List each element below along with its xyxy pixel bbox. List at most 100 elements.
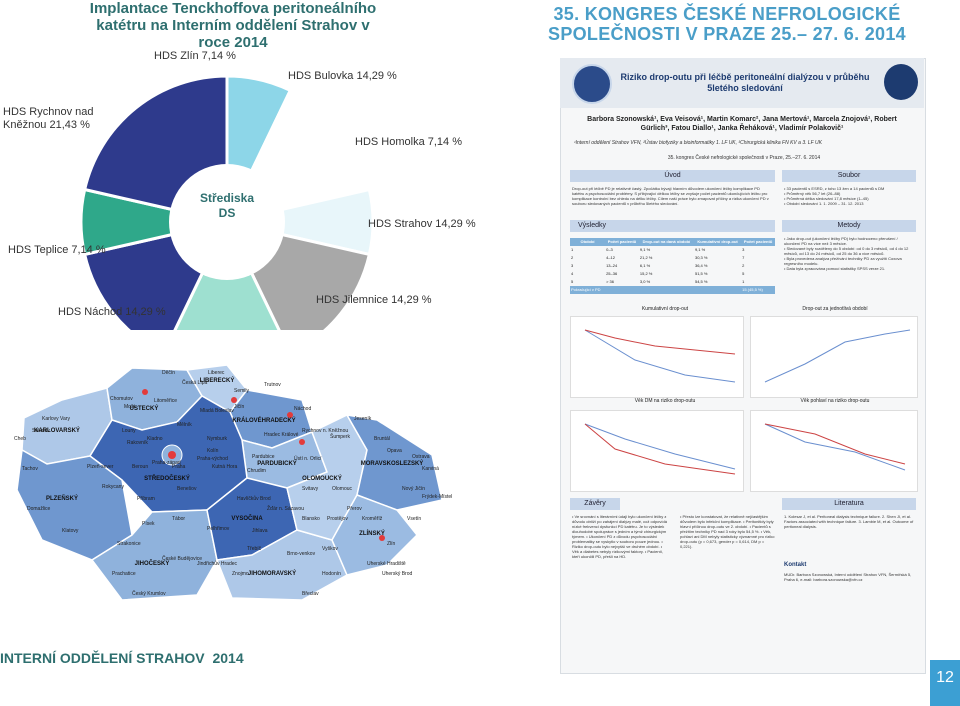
section-vysledky: Výsledky [570,220,775,232]
city-label: Karlovy Vary [42,416,70,422]
pie-label-jilemnice: HDS Jilemnice 14,29 % [316,294,432,306]
city-label: Plzeň-sever [87,464,114,470]
table-row: 1 0–3 9,1 % 9,1 % 3 [570,246,775,254]
zlin-marker [379,535,385,541]
section-kontakt: Kontakt [784,562,807,568]
city-label: Blansko [302,516,320,522]
poster-header [560,58,924,108]
city-label: Chomutov [110,396,133,402]
teplice-marker [142,389,148,395]
congress-title: 35. KONGRES ČESKÉ NEFROLOGICKÉ SPOLEČNOS… [548,4,906,44]
footer-year: 2014 [212,650,244,666]
table-cell: 1 [742,279,745,284]
pie-label-rychnov: HDS Rychnov nad Kněžnou 21,43 % [3,106,94,131]
city-label: Jindřichův Hradec [197,560,238,567]
section-uvod: Úvod [570,170,775,182]
table-row: Pokračující v PD 15 (45,5 %) [570,286,775,294]
table-cell: 4–12 [606,255,615,260]
uvod-text: Drop-out při léčbě PD je relativně častý… [572,186,769,206]
city-label: Mladá Boleslav [200,408,234,414]
city-label: Písek [142,521,155,527]
city-label: Kladno [147,436,163,442]
faculty-logo [884,64,918,100]
table-row: 3 13–24 6,1 % 36,4 % 2 [570,262,775,270]
city-label: Louny [122,428,136,434]
table-cell: 5 [571,279,574,284]
city-label: Zlín [387,541,396,547]
city-label: Mělník [177,422,192,428]
pie-label-strahov: HDS Strahov 14,29 % [368,218,476,230]
table-cell: Pokračující v PD [571,287,601,292]
table-cell: 4 [571,271,574,276]
city-label: Klatovy [62,528,79,534]
city-label: Karviná [422,466,439,472]
table-cell: 25–36 [606,271,618,276]
table-cell: 15 (45,5 %) [742,287,763,292]
table-row: 5 > 36 3,0 % 54,5 % 1 [570,278,775,286]
city-label: Praha-západ [152,460,181,466]
soubor-item: • Období sledování 1. 1. 2009 – 31. 12. … [784,201,864,206]
city-label: Pelhřimov [207,526,230,532]
city-label: Jihlava [252,528,268,534]
table-cell [605,286,639,294]
kontakt-text: MUDr. Barbora Szonowská, Interní oddělen… [784,572,912,582]
city-label: Sokolov [32,428,50,434]
table-cell: 9,1 % [639,247,651,252]
soubor-item: • Průměrný věk 56,7 let (26–88) [784,191,841,196]
society-logo [572,64,612,104]
city-label: Liberec [208,370,225,376]
section-literatura: Literatura [782,498,916,510]
region-label: LIBERECKÝ [200,377,235,384]
table-header: Drop-out na daná období [642,239,691,244]
city-label: Příbram [137,496,155,502]
city-label: Hradec Králové [264,432,299,438]
section-metody: Metody [782,220,916,232]
metody-list: • Jako drop-out (ukončení léčby PD) bylo… [784,236,914,271]
table-cell: 9,1 % [694,247,706,252]
chart1-title: Kumulativní drop-out [641,306,689,312]
city-label: Havlíčkův Brod [237,495,271,502]
table-cell: 6,1 % [639,263,651,268]
city-label: Uherské Hradiště [367,561,406,567]
pie-center-label: Střediska DS [200,191,254,220]
region-label: OLOMOUCKÝ [302,475,342,482]
city-label: Rakovník [127,440,148,446]
jilemnice-marker [231,397,237,403]
city-label: Chrudim [247,468,266,474]
city-label: Nymburk [207,436,228,442]
region-label: JIHOČESKÝ [135,560,170,567]
region-label: STŘEDOČESKÝ [144,474,190,482]
city-label: Prachatice [112,571,136,577]
table-cell: 3 [742,247,745,252]
city-label: Uherský Brod [382,571,413,577]
metody-item: • Byla provedena analýza přežívání techn… [784,256,902,266]
soubor-list: • 33 pacientů s ESRD, z toho 13 žen a 14… [784,186,914,206]
poster-affiliations: ¹Interní oddělení Strahov VFN, ²Ústav bi… [574,140,822,146]
region-label: ZLÍNSKÝ [359,529,385,537]
city-label: Bruntál [374,436,390,442]
city-label: Šumperk [330,433,351,440]
table-cell: 54,5 % [694,279,708,284]
city-label: Praha-východ [197,456,228,462]
chart2-title: Drop-out za jednotlivá období [802,306,868,312]
table-cell: 3,0 % [639,279,651,284]
city-label: Jičín [234,404,245,410]
chart-dm-lines [584,423,736,475]
city-label: Litoměřice [154,398,177,404]
table-header: Kumulativní drop-out [697,239,738,244]
results-table: Období Počet pacientů Drop-out na daná o… [570,238,775,294]
left-title: Implantace Tenckhoffova peritoneálního k… [89,0,377,51]
region-label: PARDUBICKÝ [257,460,297,467]
poster-congress: 35. kongres České nefrologické společnos… [667,155,821,161]
city-label: Hodonín [322,571,341,577]
pie-label-nachod: HDS Náchod 14,29 % [58,306,166,318]
table-row: 2 4–12 21,2 % 30,3 % 7 [570,254,775,262]
city-label: Kolín [207,448,219,454]
city-label: Brno-venkov [287,551,316,557]
section-zavery: Závěry [570,498,620,510]
table-header: Období [580,239,595,244]
city-label: Kroměříž [362,516,383,522]
table-cell: 2 [742,263,745,268]
rychnov-marker [299,439,305,445]
footer-left: INTERNÍ ODDĚLENÍ STRAHOV 2014 [0,650,244,666]
